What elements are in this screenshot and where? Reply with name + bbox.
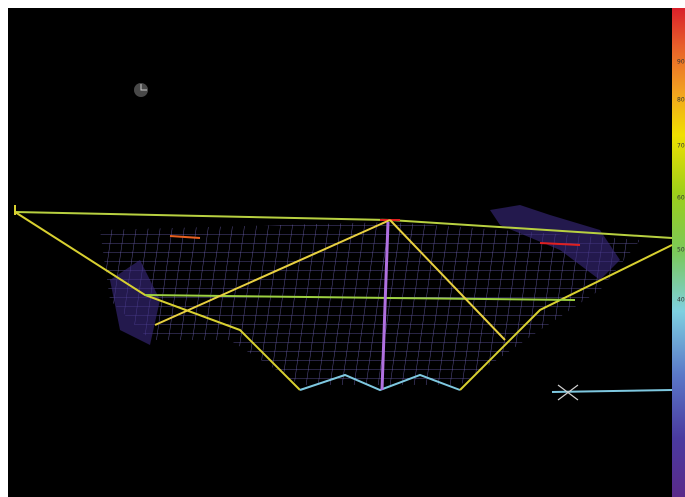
wireframe — [14, 205, 673, 401]
mesh-patch — [490, 205, 620, 280]
scale-label: 50 — [677, 247, 685, 254]
scale-label: 90 — [677, 59, 685, 66]
scale-label: 70 — [677, 143, 685, 150]
scale-label: 60 — [677, 195, 685, 202]
color-scale — [672, 8, 685, 497]
scale-label: 40 — [677, 297, 685, 304]
cursor — [134, 83, 148, 97]
scale-label: 80 — [677, 97, 685, 104]
